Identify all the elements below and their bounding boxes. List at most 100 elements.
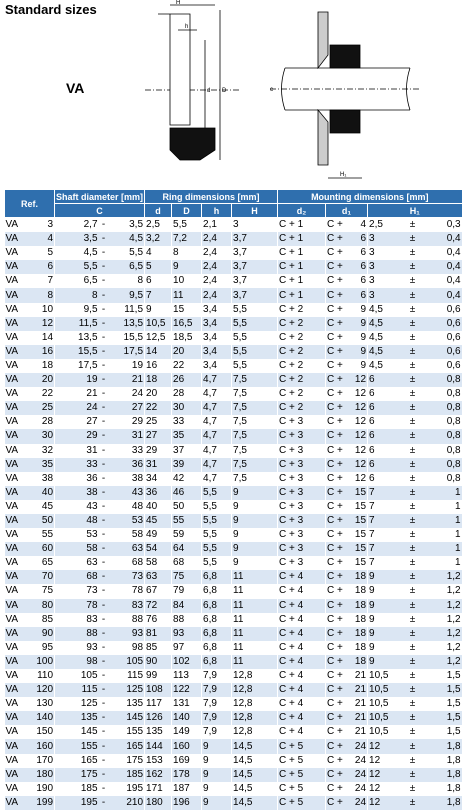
cell-text: C + — [279, 444, 295, 456]
table-cell: C + 2 — [277, 401, 326, 416]
table-cell: 1,2 — [423, 626, 462, 641]
header-cell: Ref. — [3, 190, 55, 218]
dim-label: H₁ — [340, 172, 346, 178]
header-cell: d₁ — [325, 203, 368, 218]
table-cell: 0,8 — [423, 429, 462, 444]
table-cell: 2,4 — [201, 274, 232, 289]
table-cell: 15 — [345, 513, 368, 529]
table-cell: ± — [409, 416, 416, 428]
table-cell: C + 4 — [277, 654, 326, 669]
table-cell: 165 — [54, 753, 99, 768]
table-cell: C + — [325, 781, 346, 796]
table-cell: 6 — [367, 387, 402, 402]
table-cell: - — [98, 654, 109, 669]
table-cell: 108 — [144, 683, 172, 698]
table-cell: 79 — [171, 584, 202, 599]
table-cell: 81 — [144, 626, 172, 641]
table-cell: 105 — [54, 669, 99, 684]
table-cell: 9 — [201, 781, 232, 796]
cell-text: 3 — [297, 486, 304, 498]
table-cell: 78 — [54, 598, 99, 613]
cell-text: C + — [279, 557, 295, 569]
table-cell: 9 — [231, 556, 278, 571]
table-cell: C + 1 — [277, 260, 326, 275]
table-cell: 5,5 — [231, 358, 278, 374]
table-cell: 3 — [367, 246, 402, 261]
table-cell: C + 1 — [277, 274, 326, 289]
table-cell: 5,5 — [231, 302, 278, 317]
header-cell: d₂ — [277, 203, 326, 218]
table-cell: 33 — [131, 444, 144, 456]
table-cell: C + 5 — [277, 767, 326, 782]
cell-text: 1 — [297, 261, 304, 273]
table-cell: C + — [325, 344, 346, 359]
cell-text: C + — [279, 740, 295, 752]
table-cell: ± — [409, 670, 416, 682]
table-cell: - — [101, 613, 106, 625]
header-cell: H₁ — [367, 203, 462, 218]
table-cell: 15 — [345, 542, 368, 557]
table-cell: 0,6 — [423, 344, 462, 359]
cell-text: 2 — [297, 402, 304, 414]
table-cell: ± — [401, 711, 424, 726]
table-cell: 24 — [345, 739, 368, 754]
table-cell: 90 — [144, 654, 172, 669]
cell-text: 4 — [297, 641, 304, 653]
table-cell: 4,5 — [367, 316, 402, 331]
table-cell: - — [101, 557, 106, 569]
table-cell: 122 — [171, 683, 202, 698]
table-cell: 7 — [367, 485, 402, 500]
table-cell: - — [98, 429, 109, 444]
header-cell: C — [54, 203, 145, 218]
table-cell: 171 — [144, 781, 172, 796]
cell-text: 3 — [297, 458, 304, 470]
table-cell: 63 — [108, 542, 145, 557]
table-cell: ± — [409, 641, 416, 653]
cell-text: 3 — [297, 416, 304, 428]
table-cell: - — [101, 472, 106, 484]
table-cell: C + — [325, 415, 346, 430]
table-cell: 84 — [171, 598, 202, 613]
table-cell: 17,5 — [108, 344, 145, 359]
table-cell: - — [101, 247, 106, 259]
table-cell: 6 — [360, 247, 367, 259]
header-cell: D — [171, 203, 202, 218]
table-cell: 30 — [32, 429, 55, 444]
table-cell: C + 1 — [277, 288, 326, 303]
table-cell: 8 — [137, 275, 144, 287]
table-cell: 12 — [367, 739, 402, 754]
cell-text: 1 — [297, 219, 304, 231]
table-cell: 1 — [423, 513, 462, 529]
table-cell: 11 — [231, 626, 278, 641]
table-cell: 5 — [144, 260, 172, 275]
table-cell: ± — [409, 726, 416, 738]
table-cell: C + 1 — [277, 232, 326, 247]
table-cell: 150 — [36, 726, 54, 738]
table-cell: C + — [325, 288, 346, 303]
table-cell: - — [98, 795, 109, 810]
table-cell: 9 — [231, 528, 278, 543]
table-cell: ± — [409, 275, 416, 287]
table-cell: 12 — [354, 388, 367, 400]
table-cell: 6 — [144, 274, 172, 289]
table-cell: VA — [5, 782, 19, 794]
cell-text: C + — [279, 754, 295, 766]
table-cell: 12,8 — [231, 669, 278, 684]
table-cell: 75 — [171, 570, 202, 585]
table-cell: ± — [401, 373, 424, 388]
table-cell: 110 — [37, 670, 54, 682]
table-cell: C + 3 — [277, 542, 326, 557]
cell-text: 5 — [297, 754, 304, 766]
table-cell: 1,2 — [446, 585, 461, 597]
cell-text: 4 — [297, 726, 304, 738]
table-cell: VA — [4, 654, 33, 669]
table-cell: 36 — [144, 485, 172, 500]
table-cell: 4,7 — [201, 471, 232, 486]
table-cell: 40 — [144, 499, 172, 514]
page-title: Standard sizes — [5, 2, 97, 17]
cell-text: C + — [279, 613, 295, 625]
table-cell: 48 — [131, 500, 144, 512]
